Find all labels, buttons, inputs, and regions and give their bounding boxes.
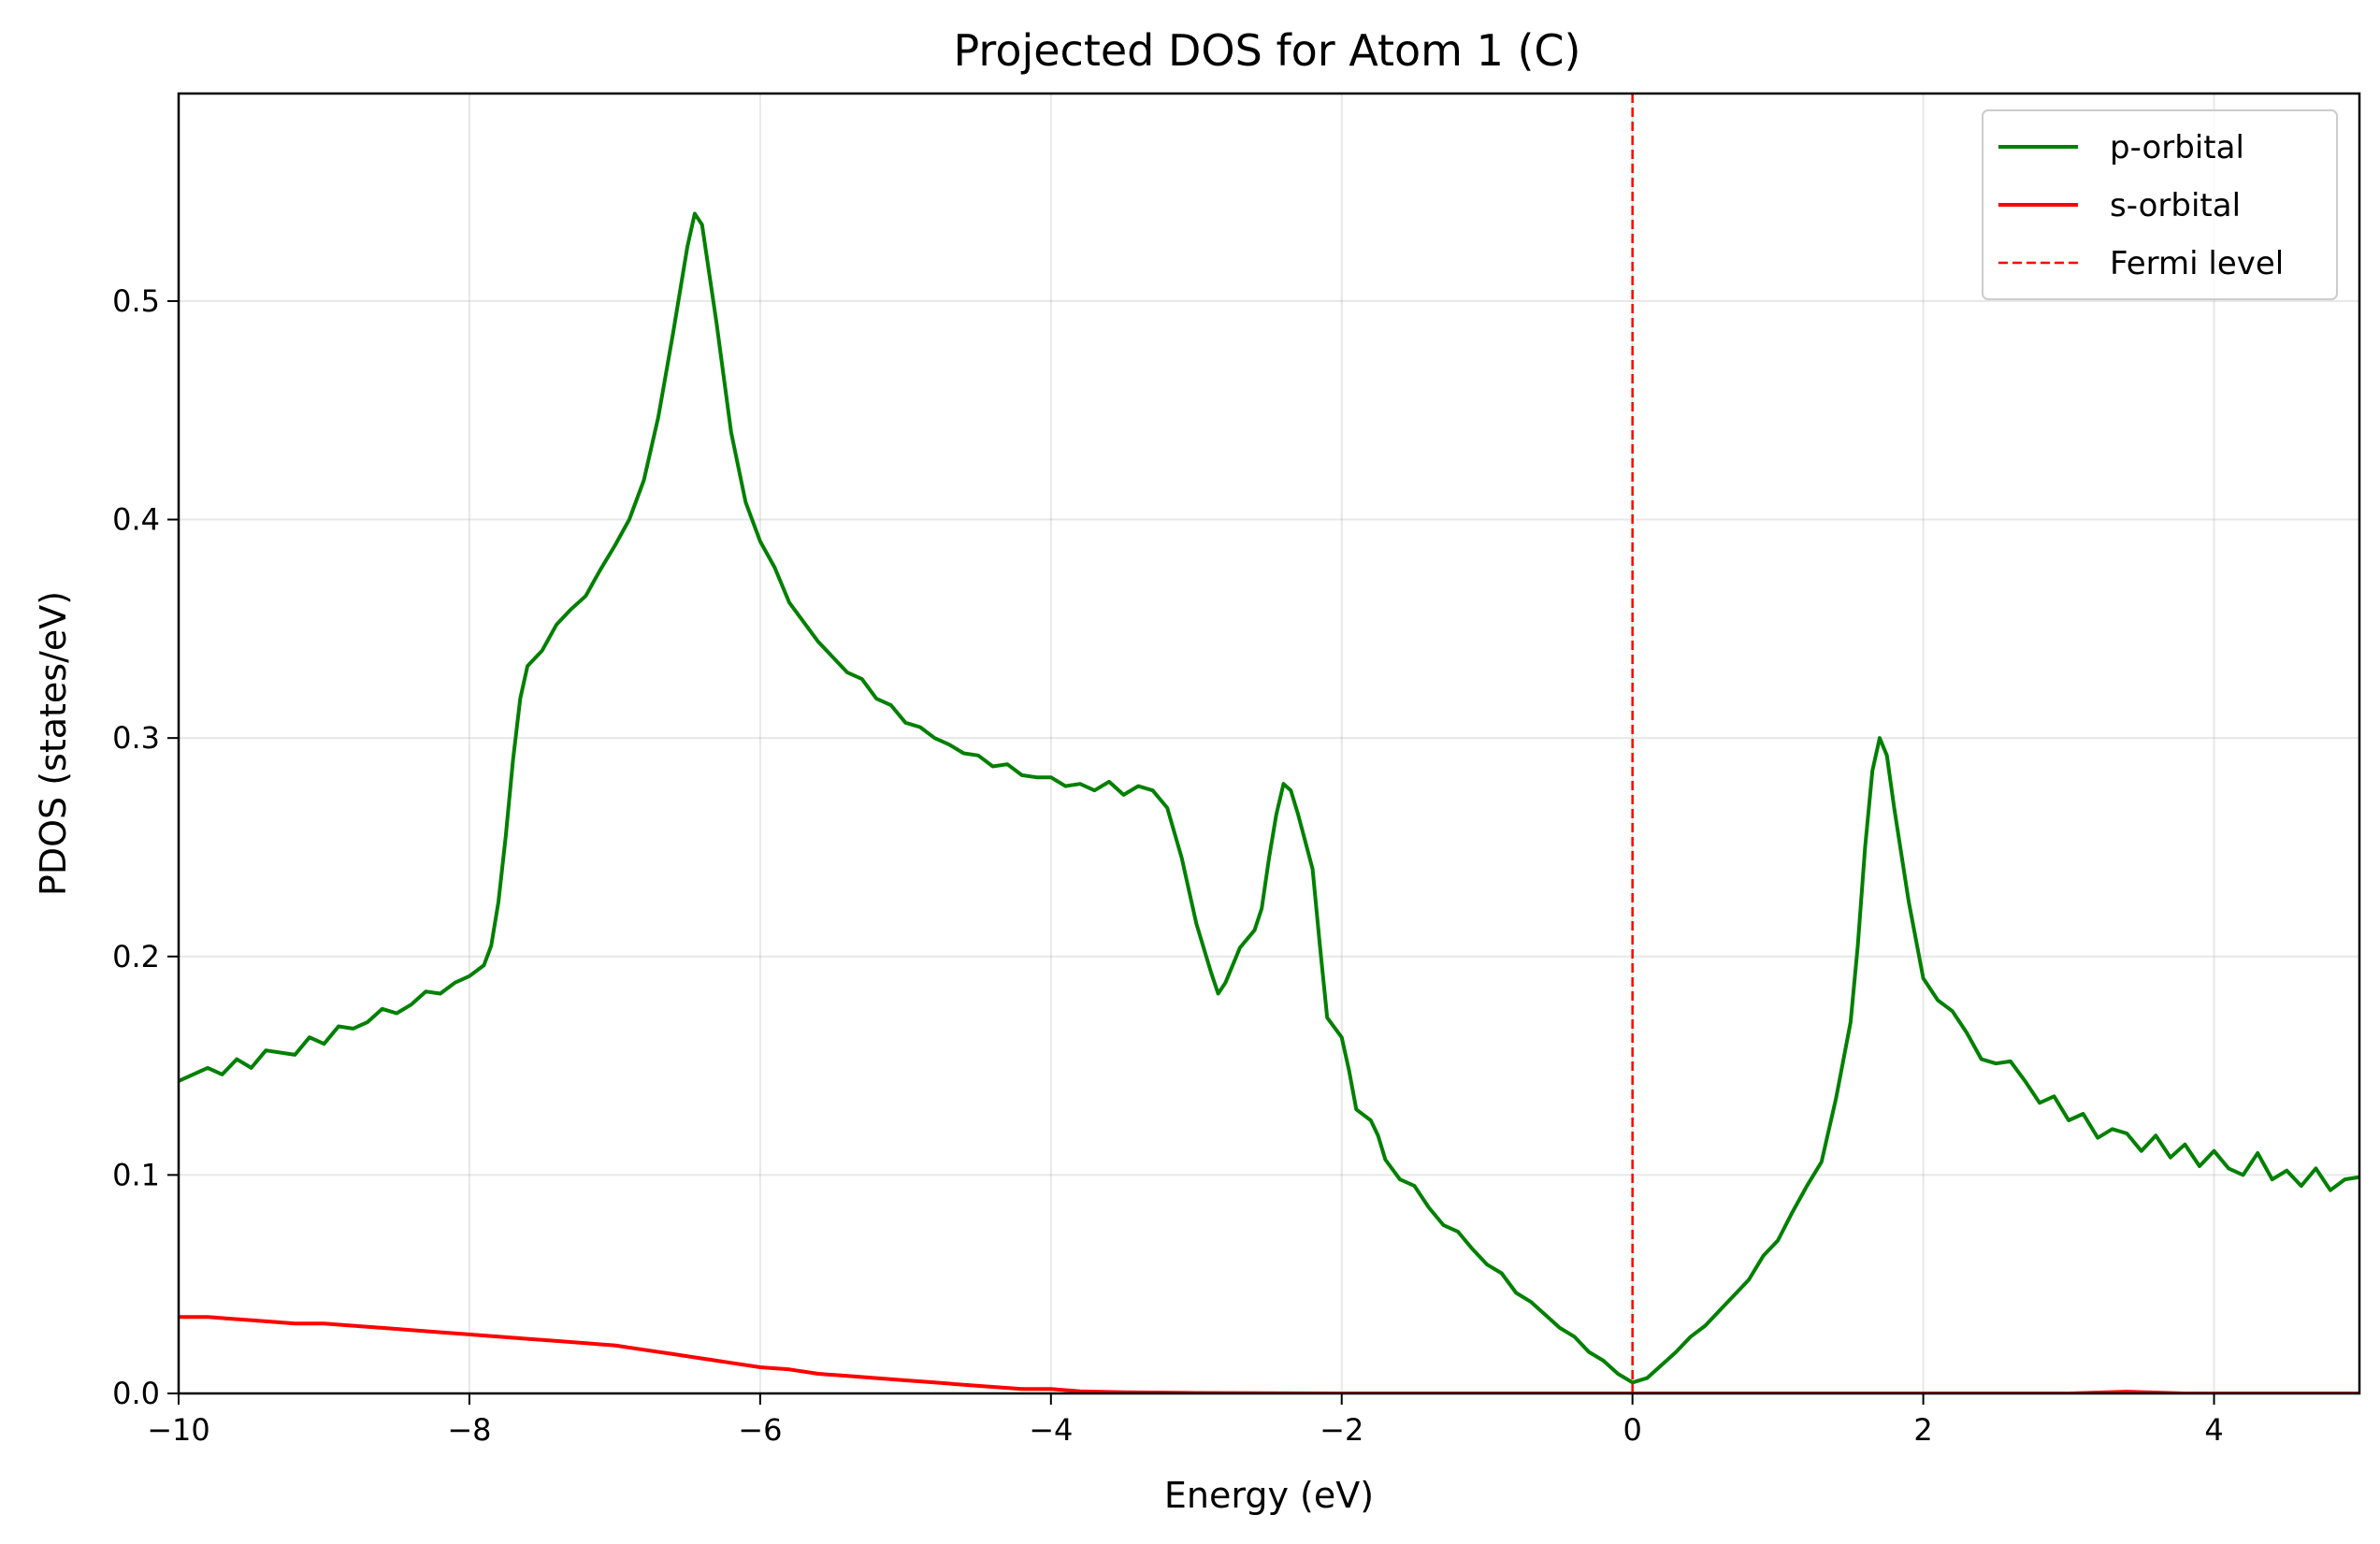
plot-frame <box>177 92 2361 1395</box>
x-tick-label: −4 <box>1029 1412 1073 1448</box>
p-orbital-line <box>179 211 2359 1385</box>
legend-label-p-orbital: p-orbital <box>2110 129 2244 166</box>
y-tick-label: 0.4 <box>112 502 160 538</box>
y-tick-label: 0.5 <box>112 283 160 319</box>
x-tick-label: −6 <box>738 1412 782 1448</box>
x-axis-label: Energy (eV) <box>1164 1475 1374 1516</box>
chart-title: Projected DOS for Atom 1 (C) <box>954 25 1581 76</box>
legend-box <box>1982 109 2338 300</box>
x-tick-label: −10 <box>147 1412 210 1448</box>
y-axis-label: PDOS (states/eV) <box>33 591 74 896</box>
y-tick-label: 0.0 <box>112 1376 160 1411</box>
x-tick-label: 4 <box>2204 1412 2223 1448</box>
legend: p-orbital s-orbital Fermi level <box>1982 109 2338 300</box>
y-tick-label: 0.3 <box>112 720 160 756</box>
x-tick-label: −8 <box>447 1412 491 1448</box>
y-tick-label: 0.1 <box>112 1157 160 1192</box>
y-tick-label: 0.2 <box>112 939 160 974</box>
x-tick-label: −2 <box>1320 1412 1363 1448</box>
x-tick-label: 2 <box>1913 1412 1932 1448</box>
legend-label-s-orbital: s-orbital <box>2110 187 2241 224</box>
x-tick-label: 0 <box>1623 1412 1641 1448</box>
tick-layer: −10 −8 −6 −4 −2 0 2 4 0.0 0.1 0.2 0.3 0.4 0.5 <box>112 283 2224 1448</box>
legend-label-fermi-level: Fermi level <box>2110 245 2284 282</box>
